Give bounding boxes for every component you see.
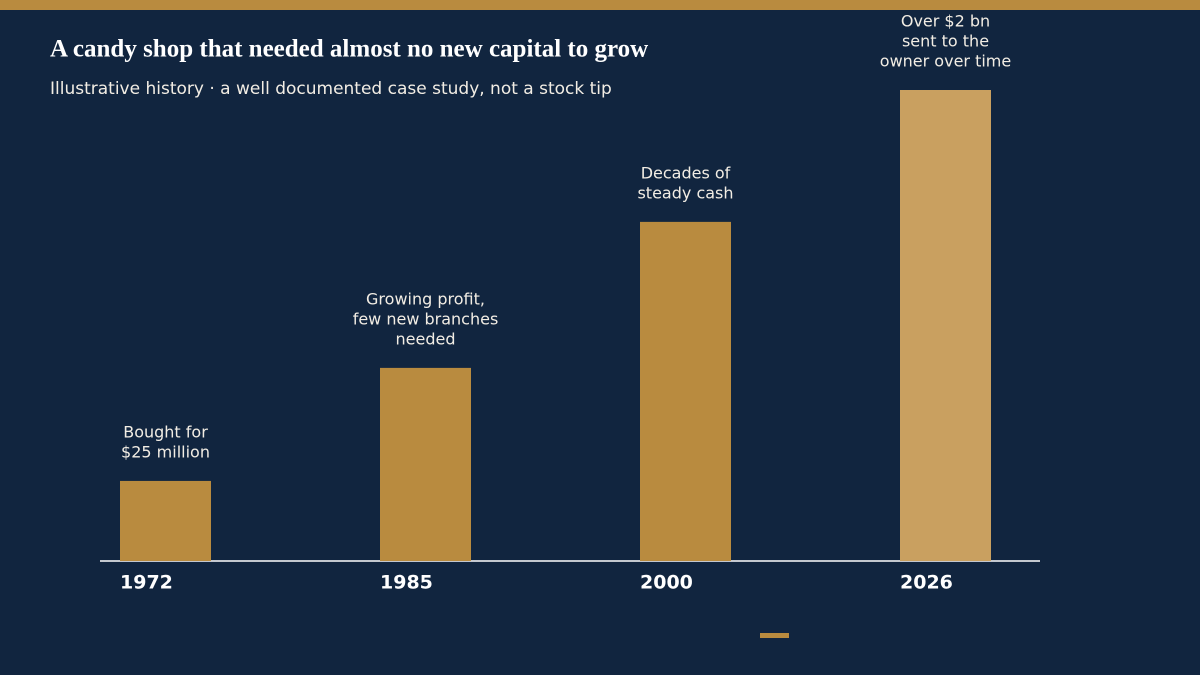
annotation: Decades of (641, 163, 731, 182)
annotation: $25 million (121, 442, 210, 461)
chart-title: A candy shop that needed almost no new c… (50, 36, 648, 63)
bar (640, 221, 731, 561)
x-tick-label: 2000 (640, 572, 693, 594)
bar (380, 367, 471, 561)
bar (120, 480, 211, 561)
annotation: sent to the (902, 32, 989, 51)
legend-swatch (760, 633, 789, 638)
annotation: Over $2 bn (901, 12, 990, 31)
x-tick-label: 1972 (120, 572, 173, 594)
top-strip (0, 0, 1200, 10)
x-tick-label: 2026 (900, 572, 953, 594)
annotation: few new branches (353, 309, 499, 328)
chart-subtitle: Illustrative history · a well documented… (50, 79, 612, 99)
annotation: owner over time (880, 52, 1011, 71)
annotation: steady cash (637, 183, 733, 202)
annotation: Bought for (123, 422, 208, 441)
x-tick-label: 1985 (380, 572, 433, 594)
annotation: needed (396, 329, 456, 348)
bar (900, 90, 991, 561)
annotation: Growing profit, (366, 289, 485, 308)
